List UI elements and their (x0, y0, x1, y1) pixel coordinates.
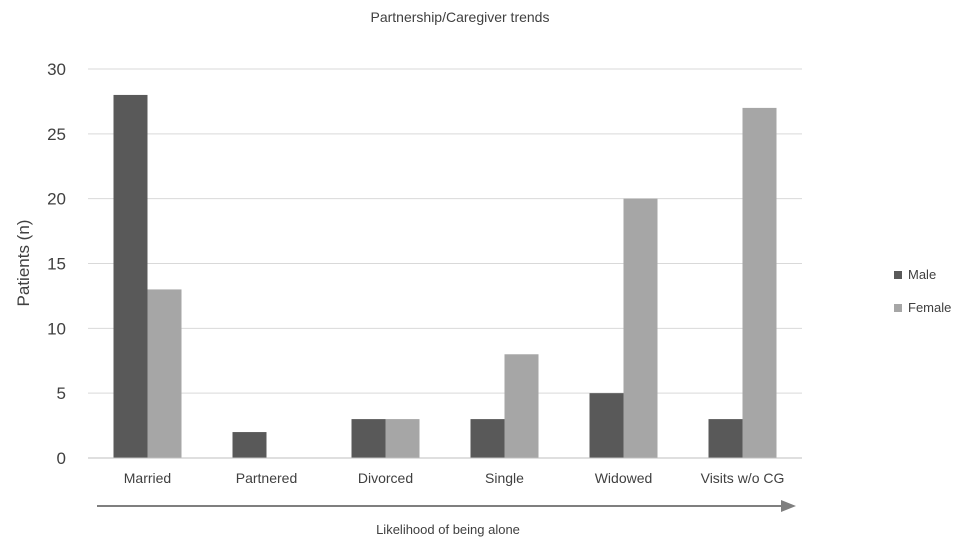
gridlines (88, 68, 802, 394)
y-tick-label: 20 (47, 190, 66, 209)
y-axis-label: Patients (n) (14, 220, 33, 307)
bar-female-1 (147, 289, 182, 458)
bar-male-4 (470, 419, 505, 458)
x-tick-label: Widowed (595, 470, 653, 486)
bar-female-3 (385, 419, 420, 458)
x-tick-label: Married (124, 470, 171, 486)
x-tick-label: Single (485, 470, 524, 486)
bar-male-1 (113, 94, 148, 458)
y-tick-label: 0 (57, 449, 66, 468)
y-tick-label: 25 (47, 125, 66, 144)
chart-title: Partnership/Caregiver trends (371, 9, 550, 25)
x-axis-label: Likelihood of being alone (376, 522, 520, 537)
x-tick-label: Divorced (358, 470, 413, 486)
legend-label-male: Male (908, 267, 936, 282)
arrow-head (781, 500, 796, 512)
x-tick-label: Partnered (236, 470, 297, 486)
legend-swatch-male (894, 271, 902, 279)
bar-male-2 (232, 432, 267, 458)
legend-label-female: Female (908, 300, 951, 315)
y-tick-label: 5 (57, 384, 66, 403)
likelihood-arrow (97, 500, 796, 512)
y-tick-label: 10 (47, 319, 66, 338)
x-tick-label: Visits w/o CG (701, 470, 785, 486)
y-tick-label: 30 (47, 60, 66, 79)
bar-female-6 (742, 107, 777, 459)
legend-swatch-female (894, 304, 902, 312)
legend: Male Female (894, 267, 951, 315)
bars (113, 94, 777, 459)
bar-male-6 (708, 419, 743, 458)
bar-female-4 (504, 354, 539, 458)
bar-male-5 (589, 393, 624, 458)
bar-male-3 (351, 419, 386, 458)
y-tick-label: 15 (47, 255, 66, 274)
y-axis-ticks: 0 5 10 15 20 25 30 (47, 60, 66, 468)
bar-female-5 (623, 198, 658, 458)
x-axis-ticks: Married Partnered Divorced Single Widowed Vis… (124, 470, 785, 486)
